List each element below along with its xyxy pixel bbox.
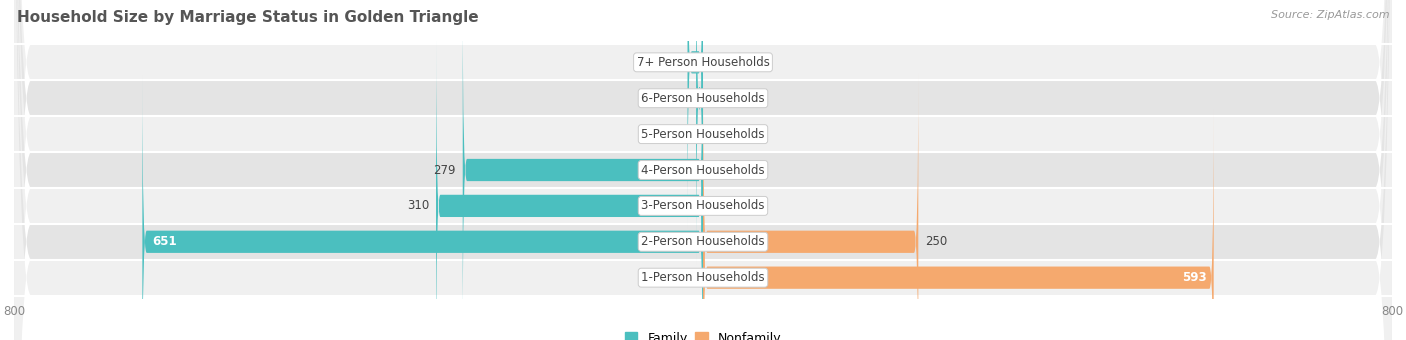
- FancyBboxPatch shape: [142, 73, 703, 340]
- FancyBboxPatch shape: [703, 109, 1213, 340]
- FancyBboxPatch shape: [14, 0, 1392, 340]
- Text: 2-Person Households: 2-Person Households: [641, 235, 765, 248]
- Text: 18: 18: [665, 56, 681, 69]
- Text: 8: 8: [682, 92, 689, 105]
- Text: 593: 593: [1182, 271, 1206, 284]
- Text: 6-Person Households: 6-Person Households: [641, 92, 765, 105]
- FancyBboxPatch shape: [696, 0, 703, 267]
- Text: 0: 0: [710, 199, 717, 212]
- FancyBboxPatch shape: [14, 0, 1392, 340]
- Text: 0: 0: [710, 128, 717, 141]
- Text: 250: 250: [925, 235, 948, 248]
- FancyBboxPatch shape: [14, 0, 1392, 340]
- Text: Household Size by Marriage Status in Golden Triangle: Household Size by Marriage Status in Gol…: [17, 10, 478, 25]
- FancyBboxPatch shape: [688, 0, 703, 231]
- Text: 0: 0: [710, 164, 717, 176]
- Text: Source: ZipAtlas.com: Source: ZipAtlas.com: [1271, 10, 1389, 20]
- FancyBboxPatch shape: [14, 0, 1392, 340]
- Text: 0: 0: [689, 128, 696, 141]
- Text: 0: 0: [689, 271, 696, 284]
- Text: 5-Person Households: 5-Person Households: [641, 128, 765, 141]
- FancyBboxPatch shape: [463, 2, 703, 338]
- Text: 7+ Person Households: 7+ Person Households: [637, 56, 769, 69]
- Text: 0: 0: [710, 56, 717, 69]
- FancyBboxPatch shape: [14, 0, 1392, 340]
- Text: 1-Person Households: 1-Person Households: [641, 271, 765, 284]
- Text: 3-Person Households: 3-Person Households: [641, 199, 765, 212]
- FancyBboxPatch shape: [436, 38, 703, 340]
- Text: 310: 310: [406, 199, 429, 212]
- Text: 651: 651: [153, 235, 177, 248]
- Text: 279: 279: [433, 164, 456, 176]
- FancyBboxPatch shape: [14, 0, 1392, 340]
- Legend: Family, Nonfamily: Family, Nonfamily: [620, 327, 786, 340]
- Text: 0: 0: [710, 92, 717, 105]
- FancyBboxPatch shape: [14, 0, 1392, 340]
- Text: 4-Person Households: 4-Person Households: [641, 164, 765, 176]
- FancyBboxPatch shape: [703, 73, 918, 340]
